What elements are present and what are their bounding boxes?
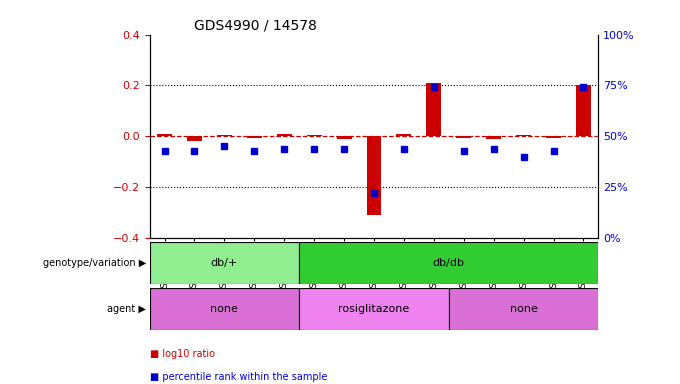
Bar bbox=[367, 136, 381, 215]
Text: ■ log10 ratio: ■ log10 ratio bbox=[150, 349, 215, 359]
Bar bbox=[299, 288, 449, 330]
Bar bbox=[157, 134, 172, 136]
Bar bbox=[150, 242, 299, 284]
Text: rosiglitazone: rosiglitazone bbox=[339, 304, 409, 314]
Bar bbox=[247, 136, 262, 137]
Bar bbox=[299, 242, 598, 284]
Bar bbox=[516, 135, 531, 136]
Text: none: none bbox=[510, 304, 537, 314]
Text: none: none bbox=[211, 304, 238, 314]
Bar bbox=[307, 135, 322, 136]
Text: genotype/variation ▶: genotype/variation ▶ bbox=[43, 258, 146, 268]
Text: GDS4990 / 14578: GDS4990 / 14578 bbox=[194, 18, 318, 32]
Bar bbox=[217, 135, 232, 136]
Bar bbox=[187, 136, 202, 141]
Bar bbox=[449, 288, 598, 330]
Bar bbox=[277, 134, 292, 136]
Bar bbox=[486, 136, 501, 139]
Bar bbox=[426, 83, 441, 136]
Bar bbox=[456, 136, 471, 137]
Text: db/+: db/+ bbox=[211, 258, 238, 268]
Bar bbox=[150, 288, 299, 330]
Text: agent ▶: agent ▶ bbox=[107, 304, 146, 314]
Text: ■ percentile rank within the sample: ■ percentile rank within the sample bbox=[150, 372, 327, 382]
Bar bbox=[337, 136, 352, 139]
Bar bbox=[546, 136, 561, 137]
Bar bbox=[396, 134, 411, 136]
Text: db/db: db/db bbox=[432, 258, 465, 268]
Bar bbox=[576, 86, 591, 136]
